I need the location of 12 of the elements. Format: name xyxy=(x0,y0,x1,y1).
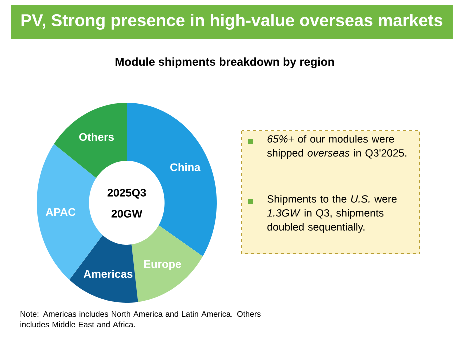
slice-label: Americas xyxy=(84,270,133,278)
text: Shipments to the U.S. were 1.3GW in Q3, shipments doubled sequentially. xyxy=(267,195,397,233)
chart-subtitle: Module shipments breakdown by region xyxy=(116,58,334,68)
slice-label: Others xyxy=(79,133,114,142)
text: 65%+ of our modules were shipped overseas in Q3'2025. xyxy=(268,135,407,159)
text: Note: Americas includes North America and Latin America. Others includes Middle East and Africa. xyxy=(20,311,261,328)
chart-title: PV, Strong presence in high-value overseas markets xyxy=(22,14,443,30)
slice-label: APAC xyxy=(46,208,76,216)
slice-label: Europe xyxy=(144,260,182,270)
text: 2025Q3 xyxy=(108,189,146,199)
slice-label: China xyxy=(170,163,201,172)
text: 20GW xyxy=(112,210,143,218)
